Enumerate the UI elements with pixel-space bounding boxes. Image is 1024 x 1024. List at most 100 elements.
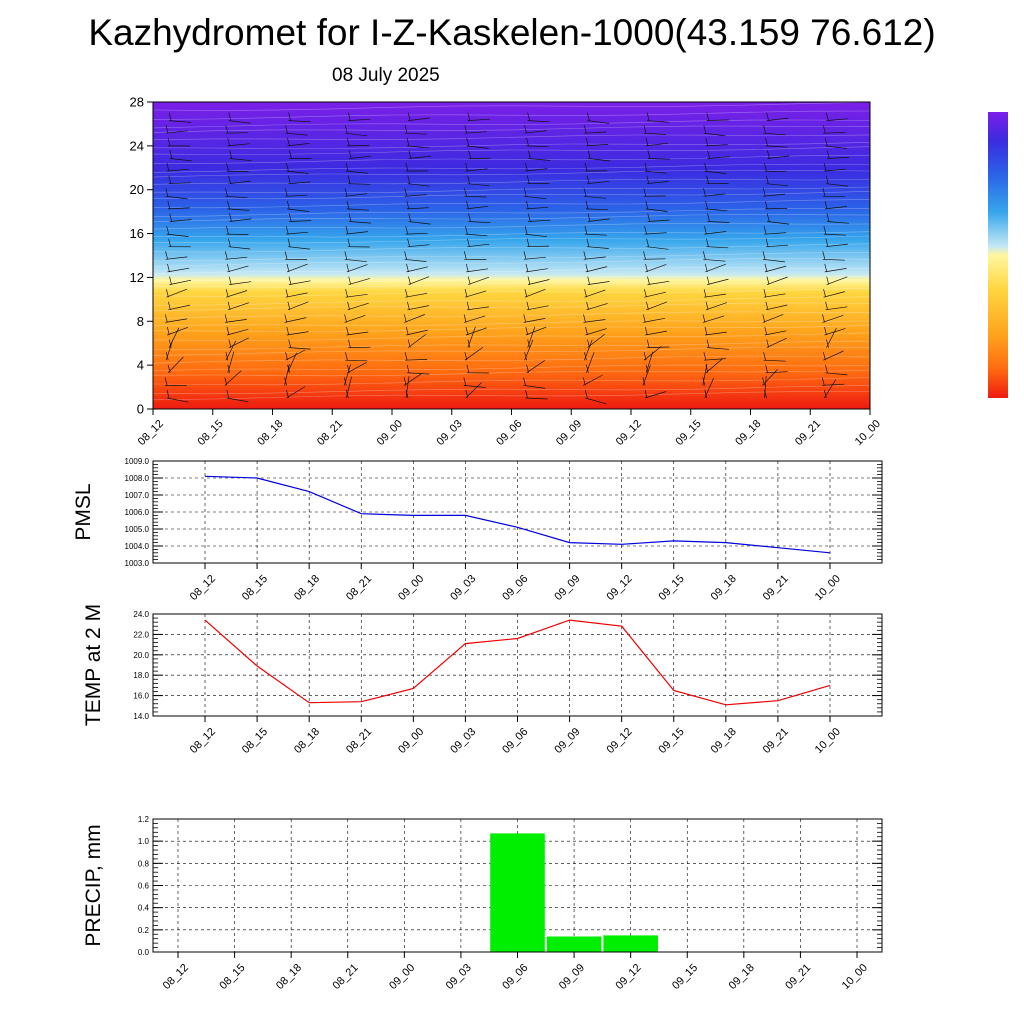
wind-barb-flag <box>584 389 588 399</box>
wind-barb-flag <box>706 112 710 121</box>
wind-barb-flag <box>585 263 589 272</box>
wind-barb-flag <box>767 150 770 159</box>
wind-barb-flag <box>464 188 467 197</box>
wind-barb <box>704 231 727 235</box>
contour-line <box>152 214 871 223</box>
contour-line <box>152 288 871 297</box>
x-tick-label: 09_12 <box>604 726 634 756</box>
x-tick-label: 08_21 <box>344 726 374 756</box>
wind-barb-flag <box>287 175 291 184</box>
wind-barb-flag <box>587 213 591 222</box>
wind-barb-flag <box>524 125 527 134</box>
wind-barb <box>764 170 787 173</box>
wind-barb <box>227 208 250 211</box>
pmsl-panel: 1003.0 1004.0 1005.0 1006.0 1007.0 1008.0 1009… <box>72 457 883 603</box>
contour-line <box>152 199 871 209</box>
wind-barb-flag <box>345 352 348 361</box>
wind-barb <box>587 218 610 222</box>
wind-barb-flag <box>466 301 470 310</box>
wind-barb-flag <box>169 213 173 222</box>
wind-barb-flag <box>348 213 352 222</box>
wind-barb-flag <box>527 112 530 121</box>
y-tick-label: 1003.0 <box>125 559 150 568</box>
wind-barb <box>286 331 309 336</box>
wind-barb <box>763 193 786 197</box>
wind-barb-flag <box>227 301 231 310</box>
x-tick-label: 09_21 <box>761 726 791 756</box>
wind-barb-flag <box>405 326 409 336</box>
wind-barb <box>824 268 847 273</box>
wind-barb-flag <box>348 150 352 159</box>
wind-barb <box>403 372 423 386</box>
wind-barb <box>348 183 371 185</box>
wind-barb-flag <box>763 125 766 134</box>
wind-barb <box>587 281 610 285</box>
wind-barb <box>645 142 668 147</box>
wind-barb-flag <box>643 188 647 197</box>
wind-barb-flag <box>763 289 767 298</box>
heatmap-x-tick-label: 10_00 <box>853 418 883 448</box>
x-tick-label: 09_03 <box>448 726 478 756</box>
contour-line <box>152 169 871 178</box>
wind-barb-flag <box>285 125 288 134</box>
wind-barb <box>288 181 311 185</box>
wind-barb-flag <box>826 150 830 159</box>
wind-barb <box>165 256 188 260</box>
y-tick-label: 0.4 <box>138 904 150 913</box>
contour-line <box>152 186 871 194</box>
wind-barb-flag <box>764 163 767 172</box>
wind-barb-flag <box>524 289 528 298</box>
wind-barb <box>165 195 188 200</box>
wind-barb <box>346 170 369 174</box>
wind-barb <box>285 132 308 136</box>
wind-barb <box>707 221 730 223</box>
y-tick-label: 1006.0 <box>125 508 150 517</box>
wind-barb-flag <box>527 276 531 285</box>
wind-barb-flag <box>164 314 168 323</box>
wind-barb-flag <box>707 150 711 159</box>
wind-barb <box>826 221 849 224</box>
heatmap-x-tick-label: 09_06 <box>494 418 524 448</box>
wind-barb-flag <box>644 226 647 235</box>
wind-barb <box>584 289 606 298</box>
contour-line <box>152 208 871 218</box>
wind-barb-flag <box>287 137 290 146</box>
wind-barb <box>764 330 787 336</box>
wind-barb <box>408 221 431 225</box>
wind-barb <box>405 292 428 298</box>
y-tick-label: 24.0 <box>133 610 149 619</box>
wind-barb <box>763 293 786 298</box>
x-tick-label: 09_18 <box>727 962 757 992</box>
wind-barb-flag <box>643 125 647 134</box>
wind-barb-flag <box>227 137 231 146</box>
wind-barb-flag <box>528 150 531 159</box>
wind-barb <box>465 233 488 237</box>
wind-barb-flag <box>404 251 407 260</box>
wind-barb <box>763 359 786 362</box>
wind-barb <box>465 327 487 336</box>
wind-barb <box>463 385 486 388</box>
wind-barb <box>169 158 192 162</box>
wind-barb-flag <box>467 238 470 247</box>
wind-barb-flag <box>407 112 411 121</box>
wind-barb-flag <box>822 314 825 323</box>
wind-barb <box>288 280 311 285</box>
y-axis-label: PRECIP, mm <box>82 824 105 946</box>
wind-barb-flag <box>407 301 410 310</box>
wind-barb <box>166 397 189 403</box>
wind-barb <box>227 143 250 147</box>
contour-line <box>152 223 871 230</box>
heatmap-x-tick-label: 08_21 <box>315 418 345 448</box>
wind-barb <box>645 208 668 212</box>
heatmap-x-axis: 08_12 08_15 08_18 08_21 09_00 09_03 09_06 09_09… <box>136 409 883 448</box>
wind-barb-flag <box>226 326 230 336</box>
wind-barb <box>464 290 487 298</box>
x-tick-label: 09_00 <box>387 962 417 992</box>
wind-barb-flag <box>825 301 828 310</box>
wind-barb <box>525 326 547 336</box>
wind-barb-flag <box>643 251 646 260</box>
wind-barb-flag <box>347 364 350 373</box>
wind-barb <box>703 258 726 262</box>
x-tick-label: 10_00 <box>813 726 843 756</box>
wind-barb-flag <box>586 112 590 121</box>
